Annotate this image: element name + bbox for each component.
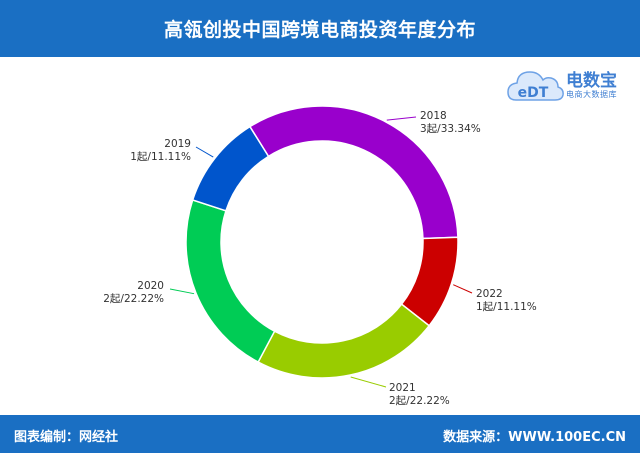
donut-chart: 20183起/33.34%20221起/11.11%20212起/22.22%2… [103,105,537,407]
slice-label-year-2021: 2021 [389,382,416,394]
footer-bar: 图表编制：网经社 数据来源：WWW.100EC.CN [0,415,640,453]
logo-name: 电数宝 [566,71,617,91]
page-title: 高瓴创投中国跨境电商投资年度分布 [163,19,476,41]
slice-labels: 20183起/33.34%20221起/11.11%20212起/22.22%2… [103,110,537,407]
logo-subtitle: 电商大数据库 [566,90,617,99]
donut-slice-2021 [257,303,431,379]
slice-label-value-2022: 1起/11.11% [476,301,537,313]
slice-label-value-2019: 1起/11.11% [130,151,191,163]
donut-slice-2020 [185,199,276,364]
leader-line-2019 [195,146,214,158]
leader-line-2018 [386,116,417,121]
footer-source: 数据来源：WWW.100EC.CN [443,430,626,445]
leader-lines [169,116,473,388]
leader-line-2020 [169,288,195,295]
logo-mark-text: eDT [518,85,549,101]
slice-label-value-2021: 2起/22.22% [389,395,450,407]
leader-line-2021 [350,376,387,388]
slice-label-year-2018: 2018 [420,110,447,122]
slice-label-year-2020: 2020 [137,280,164,292]
slice-label-year-2019: 2019 [164,138,191,150]
brand-logo: eDT 电数宝 电商大数据库 [506,62,634,108]
donut-slices [185,105,459,379]
footer-credit: 图表编制：网经社 [14,430,119,445]
slice-label-value-2018: 3起/33.34% [420,123,481,135]
cloud-logo-icon: eDT [507,71,564,101]
slice-label-year-2022: 2022 [476,288,503,300]
header-bar: 高瓴创投中国跨境电商投资年度分布 [0,0,640,57]
slice-label-value-2020: 2起/22.22% [103,293,164,305]
donut-slice-2019 [191,125,270,212]
leader-line-2022 [453,284,473,294]
